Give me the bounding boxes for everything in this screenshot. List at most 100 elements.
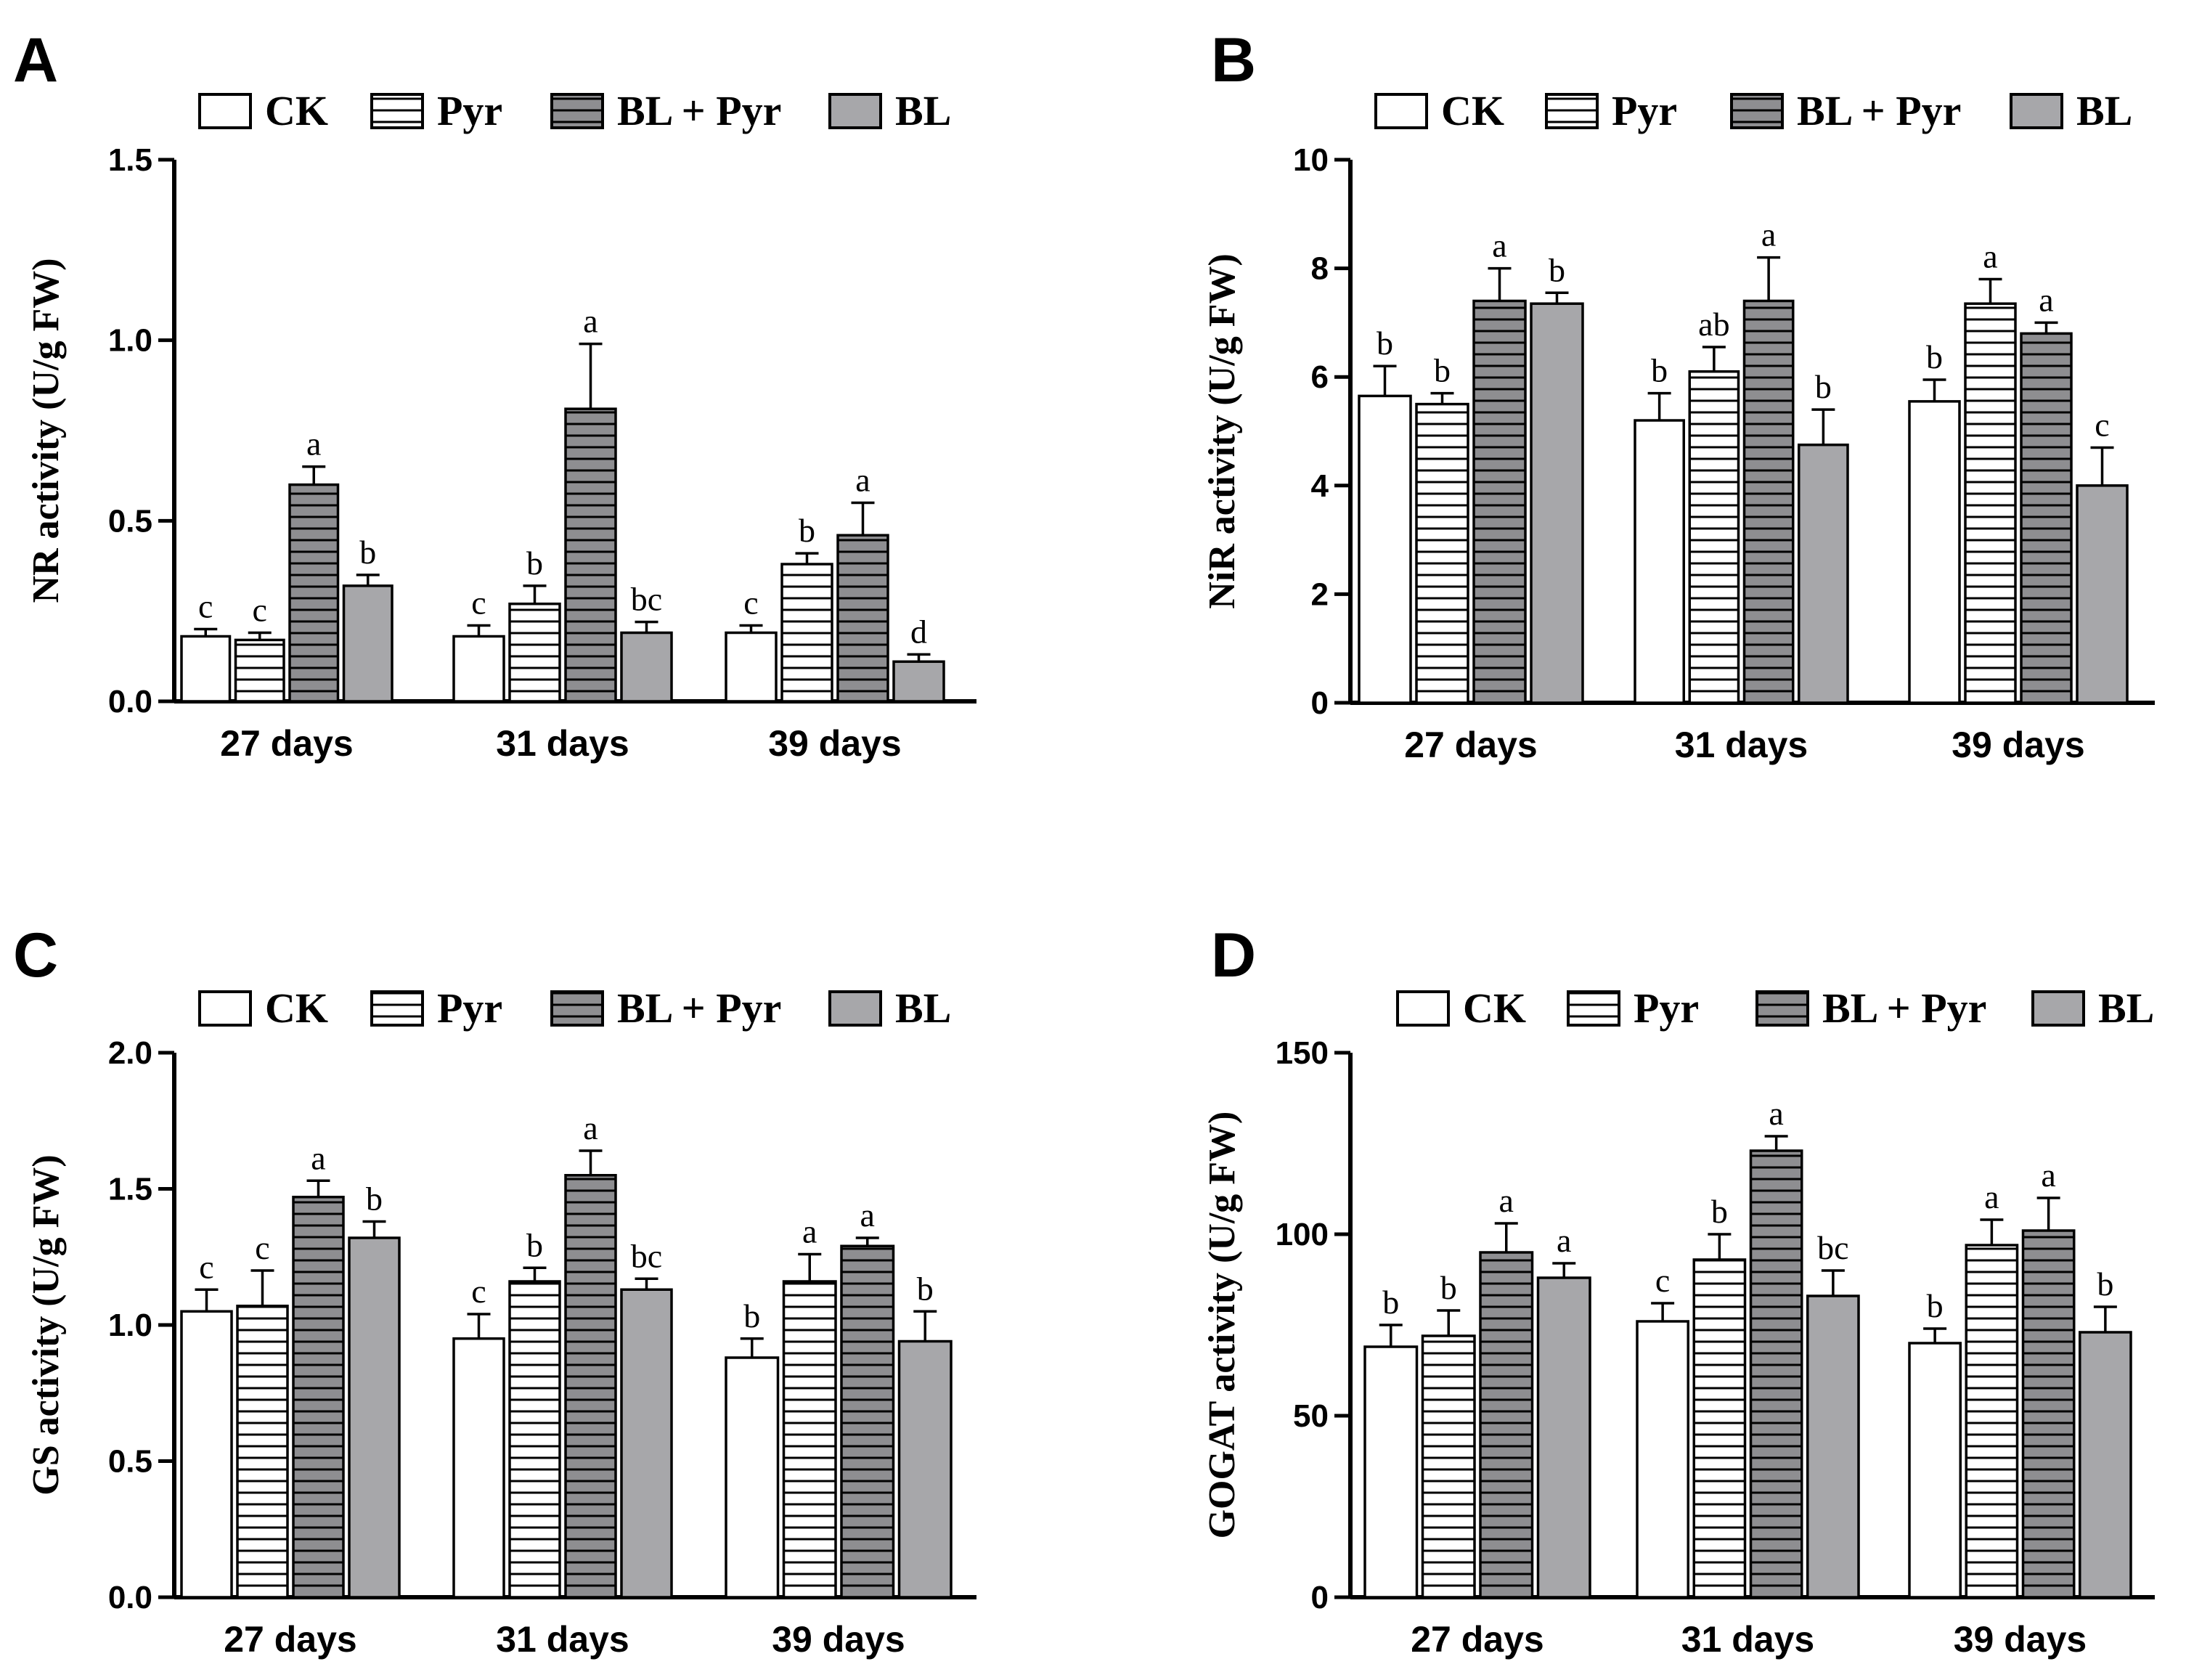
panel-letter: B <box>1211 25 1256 95</box>
significance-letter: b <box>799 512 815 549</box>
panel-D: D CK Pyr BL + Pyr BL 0 50 100 150 GOGAT activity … <box>1202 921 2155 1660</box>
legend-swatch <box>1730 93 1784 129</box>
bar <box>2076 484 2129 704</box>
y-tick-label: 150 <box>1276 1035 1329 1071</box>
legend-label: Pyr <box>437 87 502 134</box>
significance-letter: a <box>1984 1178 1999 1215</box>
significance-letter: b <box>2097 1265 2113 1302</box>
legend-swatch <box>370 990 424 1027</box>
bar <box>1692 1258 1747 1599</box>
significance-letter: a <box>1769 1095 1783 1132</box>
significance-letter: b <box>359 534 376 571</box>
legend-label: BL + Pyr <box>1822 984 1986 1032</box>
significance-letter: b <box>1440 1269 1457 1306</box>
y-tick-label: 0.5 <box>108 503 152 539</box>
significance-letter: c <box>471 584 486 621</box>
bar <box>2079 1331 2132 1599</box>
bar <box>1749 1149 1803 1599</box>
bar <box>1536 1276 1591 1599</box>
bar <box>897 1339 953 1599</box>
significance-letter: a <box>1557 1222 1571 1259</box>
bar <box>1742 299 1795 704</box>
significance-letter: c <box>199 1248 213 1285</box>
legend-label: BL <box>895 87 951 134</box>
significance-letter: a <box>1983 238 1997 275</box>
significance-letter: d <box>910 613 927 650</box>
x-tick-label: 39 days <box>768 723 901 764</box>
y-tick-label: 8 <box>1311 251 1329 287</box>
legend-swatch <box>1755 990 1809 1027</box>
legend-label: CK <box>265 984 328 1032</box>
legend-item: CK <box>198 984 328 1032</box>
significance-letter: c <box>1655 1262 1670 1299</box>
bar <box>288 483 340 703</box>
legend-item: BL + Pyr <box>1755 984 1986 1032</box>
legend-label: BL + Pyr <box>617 984 781 1032</box>
bar <box>564 1174 617 1599</box>
significance-letter: a <box>802 1213 817 1250</box>
legend-swatch <box>2031 990 2085 1027</box>
bar <box>1530 302 1584 704</box>
legend-item: BL <box>2010 87 2132 134</box>
significance-letter: a <box>1492 227 1506 264</box>
legend-item: Pyr <box>370 984 502 1032</box>
x-tick-label: 27 days <box>1411 1619 1543 1660</box>
significance-letter: ab <box>1698 306 1729 343</box>
significance-letter: bc <box>631 1237 662 1274</box>
bar <box>840 1244 895 1599</box>
legend-label: BL <box>895 984 951 1032</box>
legend-item: CK <box>1374 87 1504 134</box>
y-tick-label: 1.0 <box>108 323 152 359</box>
y-tick-label: 100 <box>1276 1217 1329 1252</box>
x-tick-label: 39 days <box>1954 1619 2087 1660</box>
x-tick-label: 31 days <box>496 1619 629 1660</box>
significance-letter: b <box>1815 368 1832 405</box>
bar <box>564 407 617 703</box>
significance-letter: b <box>526 545 543 582</box>
significance-letter: a <box>583 303 598 340</box>
legend-swatch <box>2010 93 2063 129</box>
bar <box>725 1356 780 1599</box>
legend-item: Pyr <box>1545 87 1677 134</box>
bar <box>1908 400 1961 704</box>
bar <box>725 631 778 703</box>
significance-letter: b <box>366 1181 383 1218</box>
legend-item: Pyr <box>1567 984 1699 1032</box>
panel-B: B CK Pyr BL + Pyr BL 0 2 4 6 8 10 NiR activity (U/g… <box>1202 25 2155 765</box>
y-tick-label: 10 <box>1293 142 1329 178</box>
x-tick-label: 31 days <box>496 723 629 764</box>
bar <box>180 1310 233 1599</box>
significance-letter: c <box>2095 406 2109 443</box>
legend-swatch <box>370 93 424 129</box>
legend-swatch <box>1567 990 1620 1027</box>
bar <box>508 1280 561 1599</box>
significance-letter: c <box>471 1273 486 1310</box>
bar <box>1421 1334 1476 1599</box>
bar <box>1363 1345 1419 1599</box>
significance-letter: b <box>1927 1287 1944 1324</box>
bar <box>236 1305 289 1599</box>
bar <box>1908 1342 1962 1599</box>
legend-label: CK <box>1441 87 1504 134</box>
legend-item: BL + Pyr <box>1730 87 1961 134</box>
significance-letter: b <box>1926 338 1943 375</box>
y-axis-label: GS activity (U/g FW) <box>25 1154 67 1495</box>
significance-letter: a <box>306 425 321 462</box>
x-tick-label: 27 days <box>1404 725 1537 765</box>
significance-letter: bc <box>631 581 662 618</box>
panel-C: C CK Pyr BL + Pyr BL 0.0 0.5 1.0 1.5 2.0 GS activi… <box>13 921 976 1660</box>
legend-swatch <box>828 93 882 129</box>
bar <box>234 638 285 703</box>
significance-letter: c <box>255 1229 269 1266</box>
panel-A: A CK Pyr BL + Pyr BL 0.0 0.5 1.0 1.5 NR activity … <box>13 25 976 764</box>
significance-letter: b <box>917 1270 934 1307</box>
panel-letter: D <box>1211 921 1256 990</box>
bar <box>1636 1320 1689 1599</box>
y-tick-label: 0.0 <box>108 1580 152 1615</box>
y-tick-label: 1.5 <box>108 1172 152 1207</box>
significance-letter: b <box>1377 325 1393 362</box>
legend-label: CK <box>1463 984 1526 1032</box>
bar <box>2020 332 2073 704</box>
significance-letter: c <box>253 592 267 629</box>
